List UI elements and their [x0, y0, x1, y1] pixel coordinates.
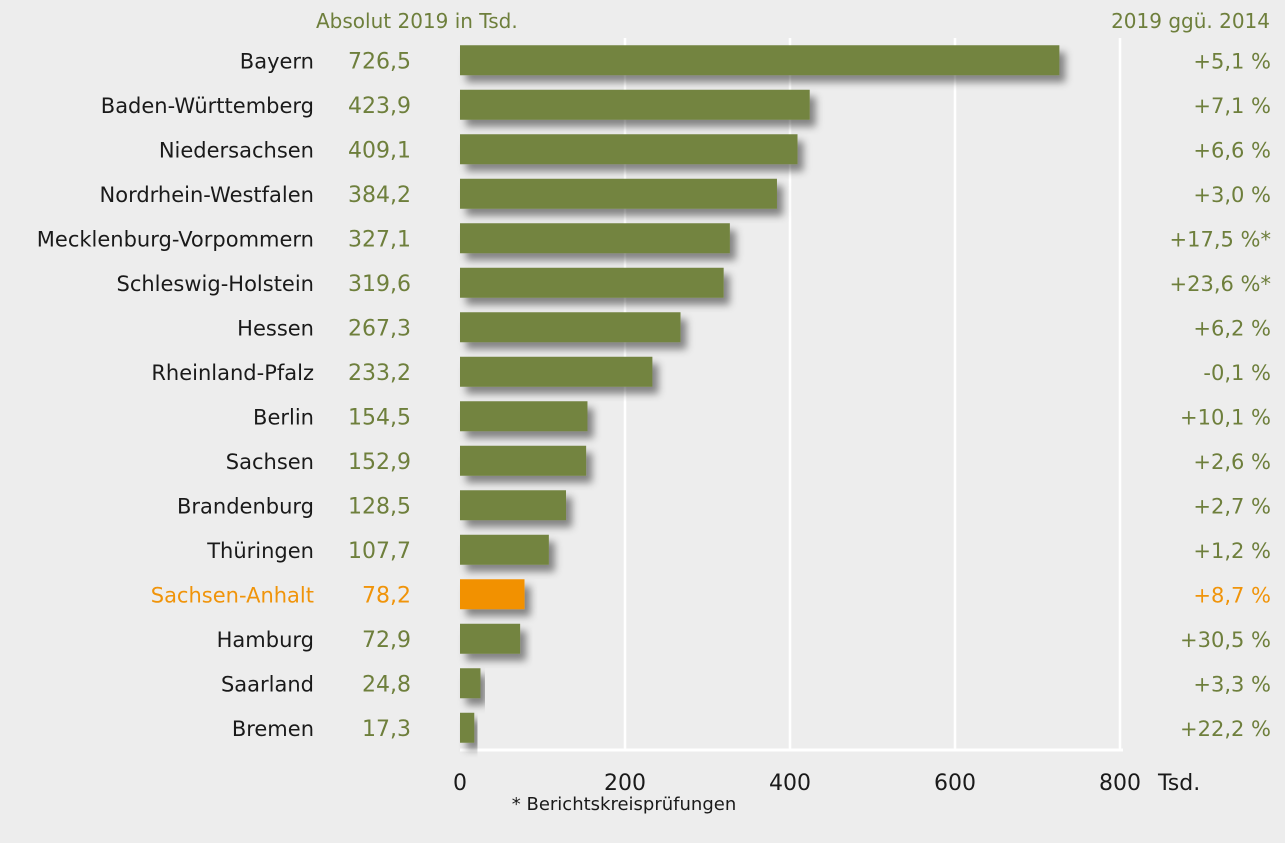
change-label: +6,6 % — [1193, 138, 1271, 162]
value-label: 384,2 — [348, 183, 411, 208]
category-label: Hamburg — [217, 628, 314, 652]
category-label: Baden-Württemberg — [101, 94, 314, 118]
bar-bremen — [460, 712, 475, 743]
change-label: -0,1 % — [1203, 361, 1271, 385]
value-label: 154,5 — [348, 405, 411, 430]
category-label: Niedersachsen — [159, 138, 314, 162]
value-label: 152,9 — [348, 450, 411, 475]
change-label: +22,2 % — [1180, 717, 1271, 741]
category-label: Nordrhein-Westfalen — [100, 183, 314, 207]
value-label: 78,2 — [362, 583, 411, 608]
bar-th-ringen — [460, 534, 549, 565]
footnote: * Berichtskreisprüfungen — [512, 794, 736, 815]
x-unit-label: Tsd. — [1157, 771, 1200, 796]
category-label: Brandenburg — [177, 494, 314, 518]
change-label: +1,2 % — [1193, 539, 1271, 563]
bar-brandenburg — [460, 490, 567, 521]
category-label: Thüringen — [206, 539, 314, 563]
x-tick-label: 400 — [769, 771, 811, 796]
bar-schleswig-holstein — [460, 267, 724, 298]
bar-berlin — [460, 401, 588, 432]
bar-hamburg — [460, 623, 521, 654]
category-label: Berlin — [253, 405, 314, 429]
change-label: +10,1 % — [1180, 405, 1271, 429]
change-label: +17,5 %* — [1170, 227, 1271, 251]
labels: 0 200 400 600 800 Tsd. Bayern 726,5 +5,1 % Baden-… — [37, 49, 1271, 796]
x-tick-label: 200 — [604, 771, 646, 796]
value-label: 17,3 — [362, 717, 411, 742]
value-label: 327,1 — [348, 227, 411, 252]
bars — [460, 45, 1060, 743]
bar-sachsen-anhalt — [460, 579, 525, 610]
value-label: 24,8 — [362, 672, 411, 697]
bar-baden-w-rttemberg — [460, 89, 810, 120]
category-label: Mecklenburg-Vorpommern — [37, 227, 314, 251]
change-label: +6,2 % — [1193, 316, 1271, 340]
category-label: Hessen — [237, 316, 314, 340]
change-label: +8,7 % — [1193, 583, 1271, 607]
value-label: 409,1 — [348, 138, 411, 163]
bar-saarland — [460, 668, 481, 699]
change-label: +7,1 % — [1193, 94, 1271, 118]
value-header: Absolut 2019 in Tsd. — [316, 9, 518, 33]
bar-niedersachsen — [460, 134, 798, 165]
change-label: +3,0 % — [1193, 183, 1271, 207]
x-tick-label: 600 — [934, 771, 976, 796]
value-label: 107,7 — [348, 539, 411, 564]
value-label: 128,5 — [348, 494, 411, 519]
change-label: +2,6 % — [1193, 450, 1271, 474]
bar-nordrhein-westfalen — [460, 178, 777, 209]
bar-bayern — [460, 45, 1060, 76]
category-label: Sachsen — [226, 450, 314, 474]
value-label: 726,5 — [348, 49, 411, 74]
category-label: Bayern — [240, 49, 314, 73]
change-label: +2,7 % — [1193, 494, 1271, 518]
value-label: 72,9 — [362, 628, 411, 653]
value-label: 233,2 — [348, 361, 411, 386]
bar-mecklenburg-vorpommern — [460, 223, 730, 254]
category-label: Schleswig-Holstein — [116, 272, 314, 296]
x-tick-label: 800 — [1099, 771, 1141, 796]
change-label: +23,6 %* — [1170, 272, 1271, 296]
change-label: +3,3 % — [1193, 672, 1271, 696]
change-header: 2019 ggü. 2014 — [1111, 9, 1270, 33]
category-label: Saarland — [221, 672, 314, 696]
bar-hessen — [460, 312, 681, 343]
value-label: 319,6 — [348, 272, 411, 297]
value-label: 423,9 — [348, 94, 411, 119]
change-label: +30,5 % — [1180, 628, 1271, 652]
x-tick-label: 0 — [453, 771, 467, 796]
value-label: 267,3 — [348, 316, 411, 341]
bar-rheinland-pfalz — [460, 356, 653, 387]
change-label: +5,1 % — [1193, 49, 1271, 73]
category-label: Sachsen-Anhalt — [151, 583, 314, 607]
bar-sachsen — [460, 445, 587, 476]
category-label: Rheinland-Pfalz — [151, 361, 314, 385]
category-label: Bremen — [232, 717, 314, 741]
